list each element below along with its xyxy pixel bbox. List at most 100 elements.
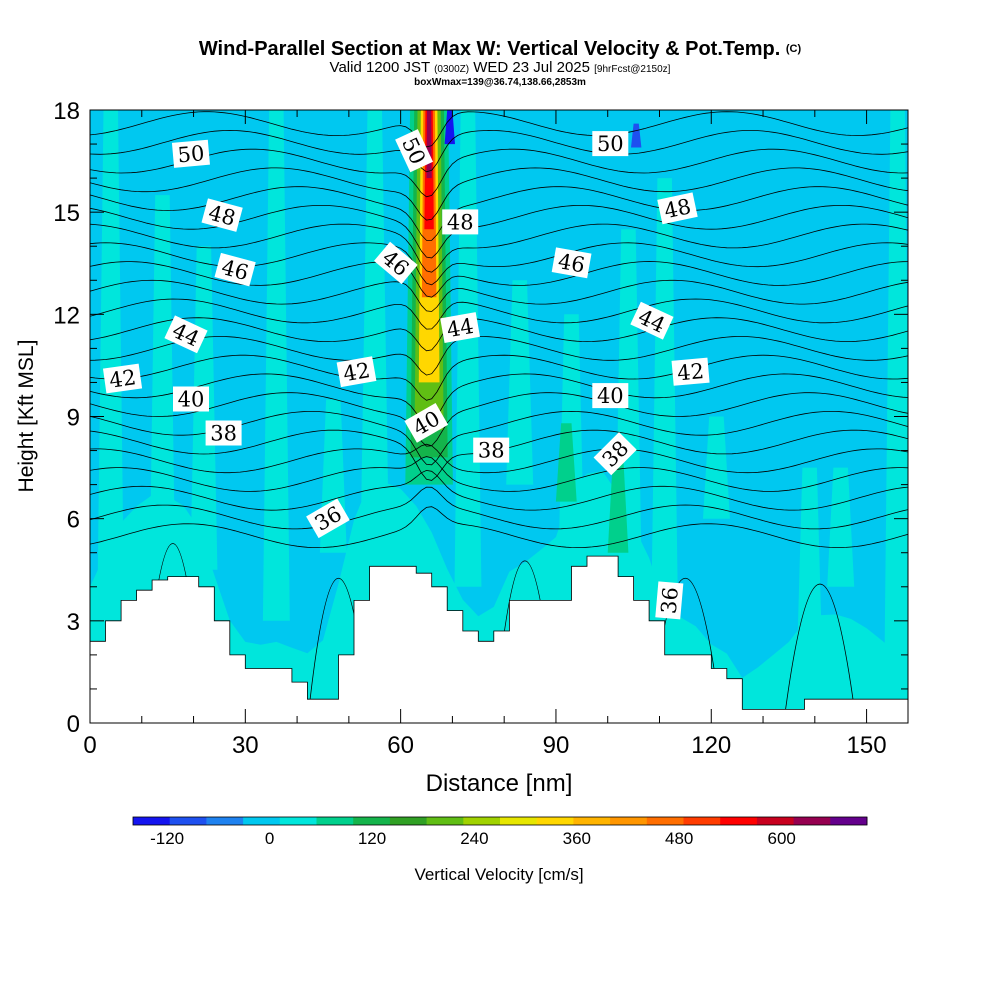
isentrope-label: 46: [551, 247, 592, 279]
isentrope-label-text: 48: [662, 194, 693, 223]
isentrope-label: 50: [171, 139, 210, 168]
isentrope-label-box: [551, 247, 592, 279]
updraft-plume: [97, 110, 125, 621]
isentrope-line: [90, 486, 908, 530]
isentrope-label-text: 36: [657, 586, 683, 615]
isentrope-label-box: [205, 420, 242, 446]
colorbar-swatch: [243, 817, 281, 825]
isentrope-label-box: [336, 356, 377, 388]
y-tick-label: 9: [67, 405, 80, 432]
y-tick-label: 12: [53, 302, 80, 329]
x-axis-label: Distance [nm]: [426, 770, 573, 797]
isentrope-label-box: [630, 301, 674, 340]
updraft-plume: [361, 110, 389, 502]
colorbar-swatch: [683, 817, 721, 825]
colorbar-tick-label: 600: [768, 829, 796, 848]
isentrope-label-box: [440, 312, 481, 343]
isentrope-line: [90, 456, 908, 492]
isentrope-label-box: [173, 386, 209, 412]
isentrope-line: [90, 298, 908, 330]
updraft-column: [426, 110, 432, 179]
isentrope-label-text: 38: [210, 422, 237, 446]
isentrope-label-text: 50: [597, 132, 624, 156]
isentrope-label-box: [164, 315, 208, 354]
x-tick-label: 120: [691, 732, 731, 759]
isentrope-label-box: [201, 198, 243, 232]
isentrope-label: 38: [205, 420, 242, 446]
isentrope-line: [90, 469, 908, 511]
isentrope-label-text: 42: [108, 365, 138, 392]
valid-date: WED 23 Jul 2025: [473, 59, 590, 76]
downdraft-cell: [631, 123, 642, 148]
isentrope-label-text: 44: [445, 314, 475, 342]
isentrope-label: 48: [201, 198, 243, 232]
isentrope-line: [90, 279, 908, 312]
y-tick-label: 6: [67, 507, 80, 534]
x-tick-label: 30: [232, 732, 259, 759]
isentrope-label-text: 38: [478, 439, 505, 463]
isentrope-label: 50: [592, 131, 629, 157]
isentrope-label-text: 48: [447, 210, 474, 234]
isentrope-line: [90, 223, 908, 273]
updraft-plume: [884, 110, 908, 689]
isentrope-line: [90, 317, 908, 352]
colorbar-tick-label: 240: [460, 829, 488, 848]
colorbar-swatch: [389, 817, 428, 825]
isentrope-label-box: [373, 241, 418, 285]
colorbar-swatch: [793, 817, 831, 825]
colorbar-swatch: [463, 817, 501, 825]
colorbar-tick-label: 120: [358, 829, 386, 848]
y-tick-label: 0: [67, 711, 80, 738]
x-tick-label: 60: [387, 732, 414, 759]
isentrope-label-text: 50: [177, 141, 206, 167]
y-tick-label: 15: [53, 200, 80, 227]
x-tick-label: 0: [83, 732, 96, 759]
colorbar-swatch: [573, 817, 611, 825]
isentrope-line: [90, 167, 908, 221]
updraft-plume: [149, 195, 176, 621]
chart-subtitle: Valid 1200 JST (0300Z) WED 23 Jul 2025 […: [0, 60, 1000, 77]
downdraft-cell: [444, 110, 455, 145]
isentrope-label-box: [306, 498, 350, 539]
isentrope-label-box: [473, 437, 510, 463]
colorbar: -120 0 120 240 360 480 600: [132, 816, 868, 848]
isentrope-line: [783, 583, 857, 723]
isentrope-line: [90, 261, 908, 298]
isentrope-line: [90, 354, 908, 401]
isentrope-label-box: [655, 581, 684, 620]
isentrope-label-box: [171, 139, 210, 168]
isentrope-line: [90, 129, 908, 173]
title-block: Wind-Parallel Section at Max W: Vertical…: [0, 38, 1000, 88]
colorbar-swatch: [426, 817, 464, 825]
isentrope-line: [90, 186, 908, 241]
isentrope-label-box: [442, 209, 479, 235]
y-tick-label: 3: [67, 609, 80, 636]
isentrope-label: 48: [442, 209, 479, 235]
updraft-plume: [262, 110, 290, 621]
y-axis-label: Height [Kft MSL]: [15, 340, 38, 493]
isentrope-label: 44: [440, 312, 481, 343]
colorbar-tick-label: 480: [665, 829, 693, 848]
isentrope-label: 50: [395, 129, 433, 173]
isentrope-label-text: 40: [597, 384, 624, 408]
terrain: [90, 555, 908, 723]
box-info: boxWmax=139@36.74,138.66,2853m: [414, 77, 586, 88]
isentrope-line: [90, 336, 908, 376]
colorbar-tick-label: -120: [150, 829, 184, 848]
colorbar-swatch: [279, 817, 317, 825]
colorbar-swatch: [646, 817, 684, 825]
isentrope-line: [90, 443, 908, 474]
isentrope-label: 42: [336, 356, 377, 388]
updraft-core: [607, 457, 629, 553]
colorbar-swatch: [720, 817, 758, 825]
isentrope-label: 42: [102, 363, 143, 394]
colorbar-swatch: [536, 817, 574, 825]
colorbar-tick-label: 0: [265, 829, 274, 848]
updraft-core: [555, 423, 577, 502]
isentrope-line: [90, 148, 908, 198]
isentrope-label: 42: [671, 357, 710, 386]
isentrope-label: 40: [173, 386, 209, 412]
